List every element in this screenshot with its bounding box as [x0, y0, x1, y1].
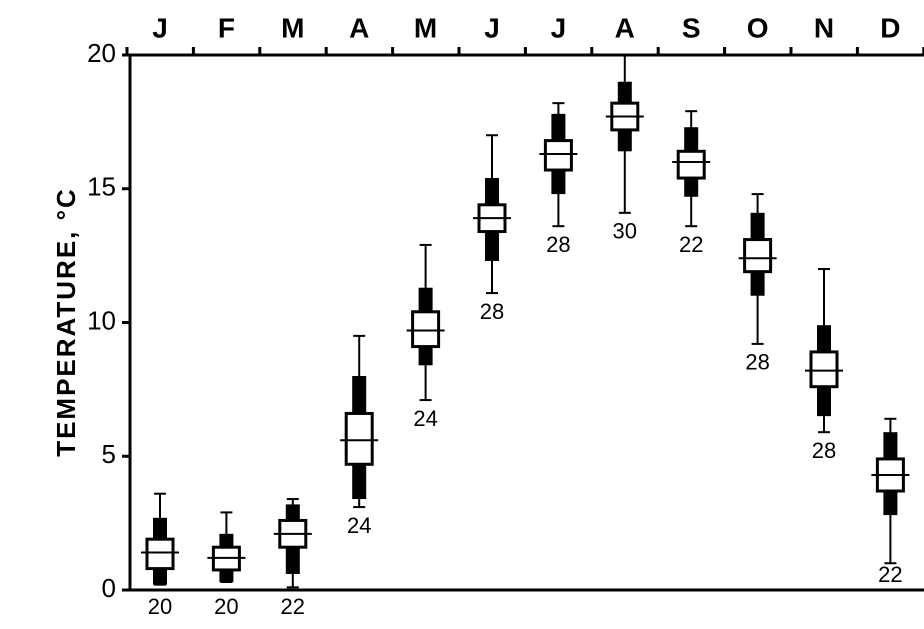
y-tick-label: 5 — [102, 439, 116, 469]
x-tick-label: A — [349, 12, 369, 43]
y-tick-label: 20 — [87, 38, 116, 68]
x-tick-label: J — [551, 12, 567, 43]
x-tick-label: O — [747, 12, 769, 43]
count-label: 24 — [413, 406, 437, 431]
y-tick-label: 0 — [102, 573, 116, 603]
box — [543, 139, 573, 172]
box — [809, 350, 839, 389]
x-tick-label: D — [880, 12, 900, 43]
y-tick-label: 10 — [87, 305, 116, 335]
box — [145, 537, 175, 571]
count-label: 22 — [679, 232, 703, 257]
count-label: 22 — [281, 594, 305, 619]
box — [411, 310, 441, 349]
y-tick-label: 15 — [87, 172, 116, 202]
x-tick-label: F — [218, 12, 235, 43]
count-label: 20 — [148, 594, 172, 619]
x-tick-label: M — [414, 12, 437, 43]
x-tick-label: A — [615, 12, 635, 43]
count-label: 28 — [480, 299, 504, 324]
x-tick-label: N — [814, 12, 834, 43]
count-label: 20 — [214, 594, 238, 619]
x-tick-label: S — [682, 12, 701, 43]
y-axis-label: TEMPERATURE, °C — [51, 187, 81, 457]
box — [676, 149, 706, 180]
box — [344, 411, 374, 466]
box — [743, 238, 773, 274]
count-label: 28 — [812, 438, 836, 463]
count-label: 28 — [546, 232, 570, 257]
x-tick-label: M — [281, 12, 304, 43]
count-label: 24 — [347, 513, 371, 538]
count-label: 30 — [613, 219, 637, 244]
x-tick-label: J — [152, 12, 168, 43]
count-label: 28 — [745, 350, 769, 375]
x-tick-label: J — [484, 12, 500, 43]
count-label: 22 — [878, 562, 902, 587]
